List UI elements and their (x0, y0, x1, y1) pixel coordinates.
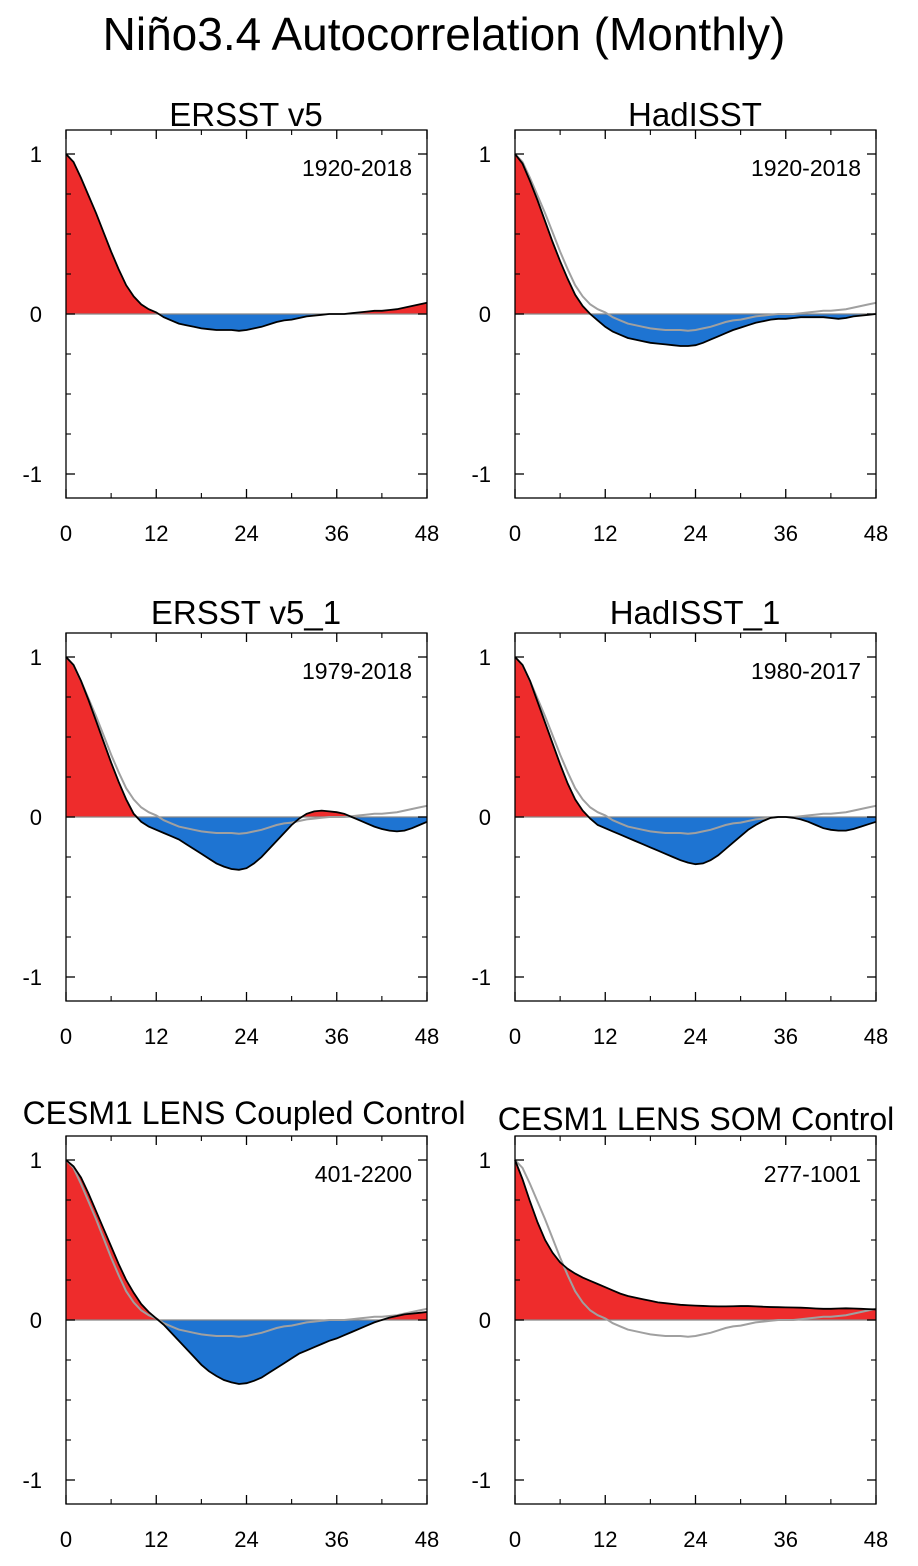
panel-ersst-v5-1: ERSST v5_1 0 12 24 36 48 1 0 -1 1979-2018 (22, 594, 439, 1049)
negative-area (66, 1320, 427, 1384)
x-tick-label: 48 (864, 1024, 888, 1049)
reference-line (514, 656, 877, 835)
x-tick-label: 24 (683, 521, 707, 546)
negative-area (515, 817, 876, 865)
negative-area (66, 314, 427, 331)
x-tick-label: 12 (144, 1527, 168, 1552)
series-line (514, 656, 877, 866)
positive-area (515, 657, 876, 817)
y-tick-label: 1 (30, 142, 42, 167)
y-tick-label: 1 (479, 645, 491, 670)
x-tick-label: 12 (593, 521, 617, 546)
figure-title: Niño3.4 Autocorrelation (Monthly) (103, 8, 786, 60)
x-tick-label: 12 (144, 1024, 168, 1049)
series-line (514, 1159, 877, 1311)
x-tick-label: 0 (509, 521, 521, 546)
panel-title: ERSST v5_1 (151, 594, 341, 631)
y-tick-label: -1 (471, 462, 491, 487)
x-tick-label: 36 (774, 1527, 798, 1552)
panel-period: 277-1001 (764, 1161, 861, 1187)
y-tick-label: 0 (479, 1308, 491, 1333)
panel-period: 401-2200 (315, 1161, 412, 1187)
x-tick-label: 0 (60, 1527, 72, 1552)
series-line (65, 153, 428, 332)
x-tick-label: 24 (683, 1527, 707, 1552)
reference-line (514, 1159, 877, 1338)
y-tick-label: 0 (479, 805, 491, 830)
series-line (65, 656, 428, 871)
x-tick-label: 48 (864, 1527, 888, 1552)
positive-area (515, 1160, 876, 1320)
x-tick-label: 36 (774, 1024, 798, 1049)
y-tick-label: 1 (479, 142, 491, 167)
y-tick-label: 0 (479, 302, 491, 327)
x-tick-label: 12 (593, 1527, 617, 1552)
positive-area (66, 657, 427, 817)
positive-area (515, 154, 876, 314)
x-tick-label: 36 (325, 1024, 349, 1049)
positive-area (66, 1160, 427, 1320)
y-tick-label: 0 (30, 1308, 42, 1333)
panel-period: 1920-2018 (751, 155, 861, 181)
y-tick-label: -1 (22, 462, 42, 487)
x-tick-label: 36 (325, 521, 349, 546)
x-tick-label: 48 (864, 521, 888, 546)
panel-cesm1-lens-coupled-control: CESM1 LENS Coupled Control 0 12 24 36 48 1 0 -1… (22, 1095, 465, 1552)
panel-period: 1920-2018 (302, 155, 412, 181)
x-tick-label: 24 (683, 1024, 707, 1049)
x-tick-label: 48 (415, 1024, 439, 1049)
panel-cesm1-lens-som-control: CESM1 LENS SOM Control 0 12 24 36 48 1 0 -1 277-… (471, 1101, 894, 1552)
y-tick-label: -1 (22, 965, 42, 990)
y-tick-label: 0 (30, 302, 42, 327)
x-tick-label: 48 (415, 521, 439, 546)
panel-title: HadISST_1 (610, 594, 781, 631)
positive-area (66, 154, 427, 314)
x-tick-label: 48 (415, 1527, 439, 1552)
panel-title: CESM1 LENS SOM Control (498, 1101, 895, 1137)
y-tick-label: -1 (471, 965, 491, 990)
reference-line (65, 656, 428, 835)
x-tick-label: 12 (144, 521, 168, 546)
x-tick-label: 36 (325, 1527, 349, 1552)
panel-period: 1980-2017 (751, 658, 861, 684)
x-tick-label: 24 (234, 1527, 258, 1552)
panel-title: HadISST (628, 96, 762, 133)
reference-line (65, 1159, 428, 1338)
x-tick-label: 12 (593, 1024, 617, 1049)
x-tick-label: 0 (509, 1527, 521, 1552)
y-tick-label: 1 (479, 1148, 491, 1173)
x-tick-label: 0 (509, 1024, 521, 1049)
panel-hadisst: HadISST 0 12 24 36 48 1 0 -1 1920-2018 (471, 96, 888, 546)
x-tick-label: 0 (60, 1024, 72, 1049)
panel-ersst-v5: ERSST v5 0 12 24 36 48 1 0 -1 1920-2018 (22, 96, 439, 546)
y-tick-label: -1 (471, 1468, 491, 1493)
series-line (514, 153, 877, 347)
panel-hadisst-1: HadISST_1 0 12 24 36 48 1 0 -1 1980-2017 (471, 594, 888, 1049)
y-tick-label: -1 (22, 1468, 42, 1493)
y-tick-label: 1 (30, 645, 42, 670)
x-tick-label: 24 (234, 1024, 258, 1049)
negative-area (66, 817, 427, 870)
panel-title: CESM1 LENS Coupled Control (23, 1095, 466, 1131)
series-line (65, 1159, 428, 1385)
reference-line (514, 153, 877, 332)
y-tick-label: 1 (30, 1148, 42, 1173)
x-tick-label: 0 (60, 521, 72, 546)
panel-title: ERSST v5 (169, 96, 322, 133)
x-tick-label: 24 (234, 521, 258, 546)
panel-period: 1979-2018 (302, 658, 412, 684)
x-tick-label: 36 (774, 521, 798, 546)
y-tick-label: 0 (30, 805, 42, 830)
